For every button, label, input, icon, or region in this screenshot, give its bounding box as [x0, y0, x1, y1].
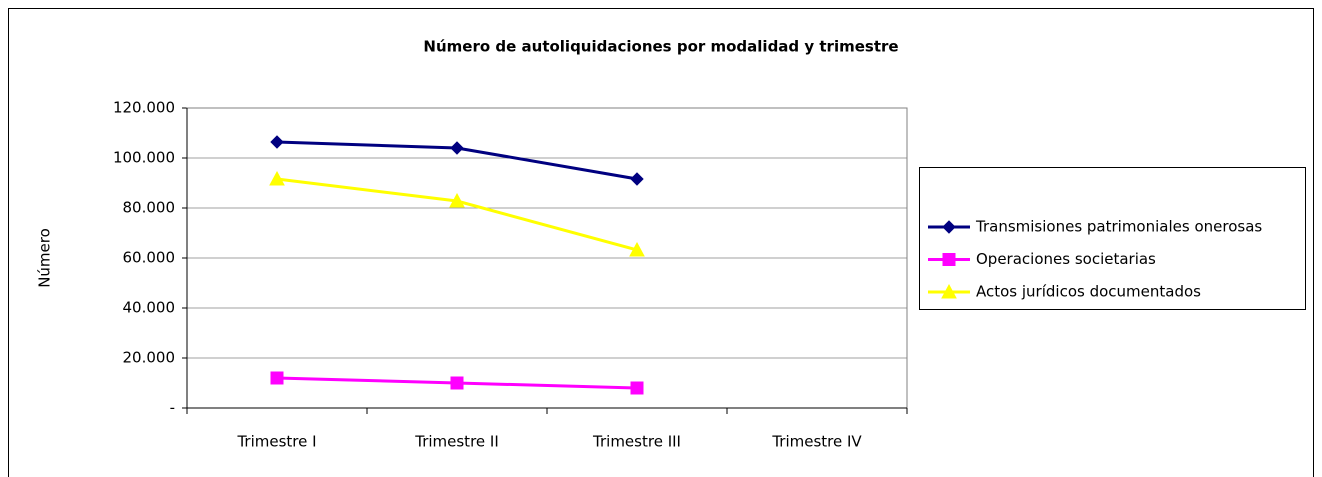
- x-tick-label: Trimestre III: [592, 433, 681, 451]
- legend-label: Actos jurídicos documentados: [976, 283, 1201, 301]
- legend-marker: [941, 283, 957, 299]
- x-tick-label: Trimestre IV: [771, 433, 862, 451]
- legend-label: Operaciones societarias: [976, 250, 1156, 268]
- data-point: [450, 141, 464, 155]
- y-axis-label: Número: [36, 228, 54, 288]
- y-tick-label: 60.000: [123, 249, 176, 267]
- legend-label: Transmisiones patrimoniales onerosas: [975, 218, 1262, 236]
- x-tick-label: Trimestre I: [236, 433, 316, 451]
- legend-marker: [942, 220, 956, 234]
- chart-title: Número de autoliquidaciones por modalida…: [423, 38, 898, 56]
- y-tick-label: 120.000: [113, 99, 175, 117]
- data-point: [630, 381, 644, 395]
- data-point: [270, 135, 284, 149]
- data-point: [629, 241, 645, 257]
- y-tick-label: 100.000: [113, 149, 175, 167]
- data-point: [270, 371, 284, 385]
- y-tick-label: -: [170, 399, 175, 417]
- data-point: [630, 172, 644, 186]
- y-tick-label: 40.000: [123, 299, 176, 317]
- legend-box: [919, 167, 1306, 310]
- y-tick-label: 20.000: [123, 349, 176, 367]
- data-point: [450, 376, 464, 390]
- y-tick-label: 80.000: [123, 199, 176, 217]
- data-point: [449, 192, 465, 208]
- data-point: [269, 170, 285, 186]
- x-tick-label: Trimestre II: [414, 433, 499, 451]
- legend-marker: [942, 253, 956, 266]
